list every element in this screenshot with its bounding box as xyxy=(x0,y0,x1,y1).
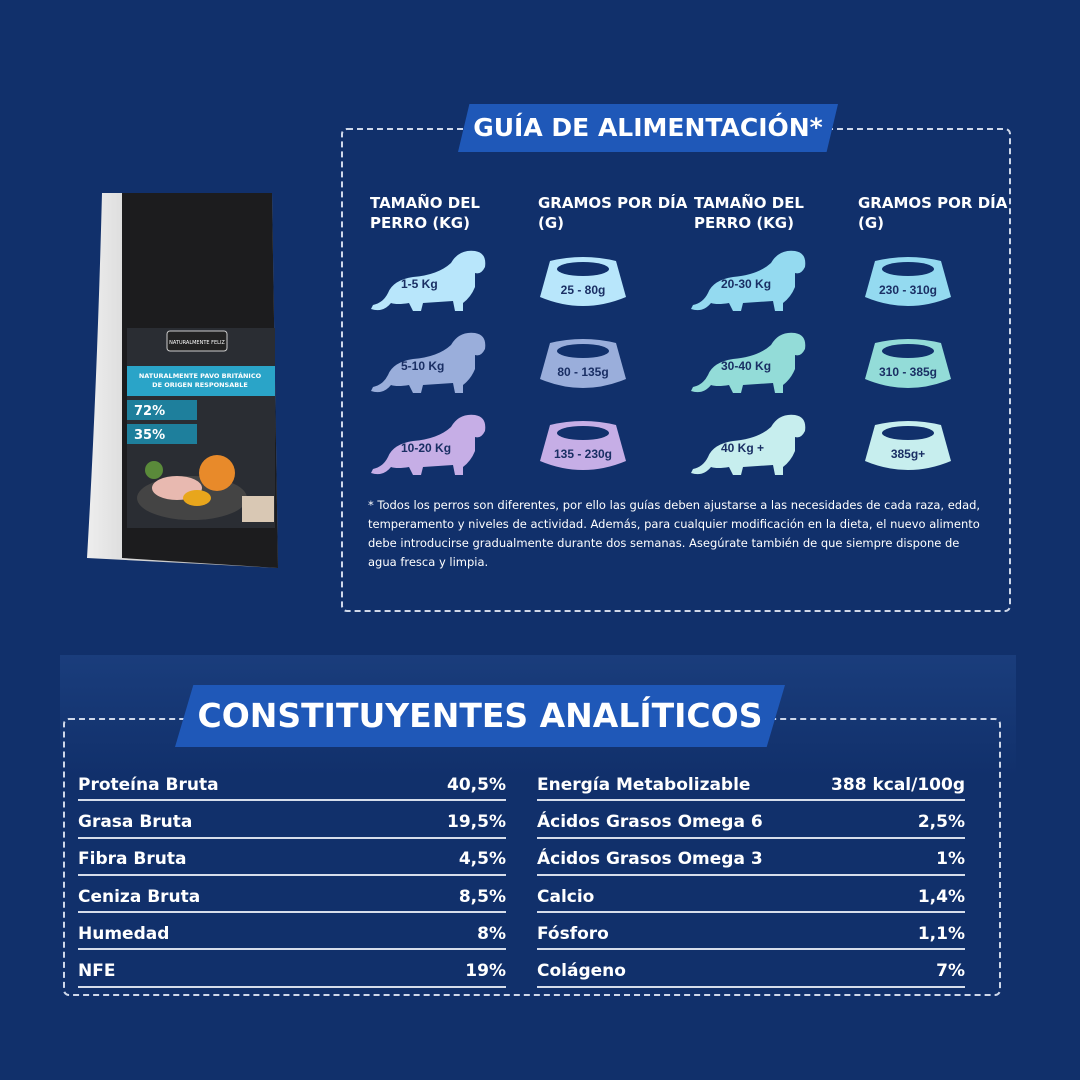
analysis-row: Ácidos Grasos Omega 3 1% xyxy=(537,839,965,876)
analysis-value: 1,4% xyxy=(917,886,965,907)
grams-label: 385g+ xyxy=(890,447,926,461)
analysis-label: Ácidos Grasos Omega 6 xyxy=(537,811,763,832)
dog-icon xyxy=(691,332,806,393)
dog-icon xyxy=(691,414,806,475)
dog-size-item: 5-10 Kg xyxy=(363,327,493,397)
analysis-label: Humedad xyxy=(78,923,170,944)
analysis-row: Calcio 1,4% xyxy=(537,876,965,914)
column-header-dog-size: TAMAÑO DEL PERRO (KG) xyxy=(694,194,804,232)
analysis-value: 2,5% xyxy=(917,811,965,832)
dog-size-label: 10-20 Kg xyxy=(401,441,452,455)
analysis-value: 19,5% xyxy=(447,811,506,832)
analysis-row: Ácidos Grasos Omega 6 2,5% xyxy=(537,801,965,839)
analysis-value: 19% xyxy=(465,961,506,982)
analysis-value: 1% xyxy=(936,849,965,870)
column-header-grams: GRAMOS POR DÍA (G) xyxy=(858,194,1008,232)
grams-label: 230 - 310g xyxy=(878,283,938,297)
analysis-row: Grasa Bruta 19,5% xyxy=(78,801,506,839)
bowl-icon xyxy=(540,339,626,388)
dog-size-label: 5-10 Kg xyxy=(401,359,445,373)
analysis-right-column: Energía Metabolizable 388 kcal/100g Ácidos… xyxy=(537,764,965,988)
grams-label: 135 - 230g xyxy=(553,447,613,461)
analysis-row: NFE 19% xyxy=(78,950,506,988)
dog-size-item: 40 Kg + xyxy=(683,409,813,479)
analysis-value: 7% xyxy=(936,961,965,982)
dog-size-item: 10-20 Kg xyxy=(363,409,493,479)
bowl-icon xyxy=(540,257,626,306)
feeding-note: * Todos los perros son diferentes, por e… xyxy=(368,498,981,569)
bag-brand: NATURALMENTE FELIZ xyxy=(169,340,225,346)
analysis-row: Ceniza Bruta 8,5% xyxy=(78,876,506,914)
bowl-icon xyxy=(865,421,951,470)
product-bag-image: NATURALMENTE FELIZ NATURALMENTE PAVO BRI… xyxy=(82,188,282,578)
analysis-value: 1,1% xyxy=(917,923,965,944)
analysis-value: 8% xyxy=(477,923,506,944)
grams-item: 310 - 385g xyxy=(863,335,993,405)
dog-size-item: 30-40 Kg xyxy=(683,327,813,397)
analysis-label: Proteína Bruta xyxy=(78,774,219,795)
dog-size-label: 30-40 Kg xyxy=(721,359,772,373)
grams-item: 135 - 230g xyxy=(538,417,668,487)
grams-label: 80 - 135g xyxy=(557,365,609,379)
svg-text:DE ORIGEN RESPONSABLE: DE ORIGEN RESPONSABLE xyxy=(152,381,248,389)
analysis-label: Fósforo xyxy=(537,923,609,944)
analysis-row: Energía Metabolizable 388 kcal/100g xyxy=(537,764,965,802)
svg-text:NATURALMENTE PAVO BRITÁNICO: NATURALMENTE PAVO BRITÁNICO xyxy=(139,371,262,380)
dog-size-label: 40 Kg + xyxy=(721,441,765,455)
grams-label: 310 - 385g xyxy=(878,365,938,379)
analysis-label: Ceniza Bruta xyxy=(78,886,201,907)
column-header-dog-size: TAMAÑO DEL PERRO (KG) xyxy=(370,194,480,232)
analysis-row: Colágeno 7% xyxy=(537,950,965,988)
grams-item: 25 - 80g xyxy=(538,253,668,323)
svg-text:35%: 35% xyxy=(134,428,165,443)
dog-size-label: 1-5 Kg xyxy=(401,277,438,291)
analysis-label: Calcio xyxy=(537,886,595,907)
bowl-icon xyxy=(540,421,626,470)
dog-icon xyxy=(371,414,486,475)
analysis-value: 8,5% xyxy=(458,886,506,907)
svg-text:72%: 72% xyxy=(134,404,165,419)
analysis-label: Grasa Bruta xyxy=(78,811,193,832)
analysis-value: 4,5% xyxy=(458,849,506,870)
feeding-guide-title: GUÍA DE ALIMENTACIÓN* xyxy=(458,104,838,152)
dog-icon xyxy=(371,250,486,311)
analysis-row: Fibra Bruta 4,5% xyxy=(78,839,506,876)
analysis-label: Fibra Bruta xyxy=(78,849,187,870)
analysis-label: NFE xyxy=(78,961,116,982)
analysis-label: Ácidos Grasos Omega 3 xyxy=(537,849,763,870)
grams-item: 385g+ xyxy=(863,417,993,487)
grams-item: 230 - 310g xyxy=(863,253,993,323)
analysis-label: Energía Metabolizable xyxy=(537,774,751,795)
column-header-grams: GRAMOS POR DÍA (G) xyxy=(538,194,688,232)
bowl-icon xyxy=(865,339,951,388)
analysis-left-column: Proteína Bruta 40,5% Grasa Bruta 19,5% Fibra… xyxy=(78,764,506,988)
analysis-row: Humedad 8% xyxy=(78,913,506,951)
dog-size-item: 1-5 Kg xyxy=(363,245,493,315)
analysis-row: Proteína Bruta 40,5% xyxy=(78,764,506,802)
analysis-row: Fósforo 1,1% xyxy=(537,913,965,951)
analysis-value: 388 kcal/100g xyxy=(831,774,965,795)
analysis-label: Colágeno xyxy=(537,961,626,982)
dog-icon xyxy=(371,332,486,393)
analysis-title: CONSTITUYENTES ANALÍTICOS xyxy=(175,685,785,747)
grams-item: 80 - 135g xyxy=(538,335,668,405)
dog-size-label: 20-30 Kg xyxy=(721,277,772,291)
grams-label: 25 - 80g xyxy=(560,283,606,297)
dog-icon xyxy=(691,250,806,311)
bowl-icon xyxy=(865,257,951,306)
analysis-value: 40,5% xyxy=(447,774,506,795)
dog-size-item: 20-30 Kg xyxy=(683,245,813,315)
